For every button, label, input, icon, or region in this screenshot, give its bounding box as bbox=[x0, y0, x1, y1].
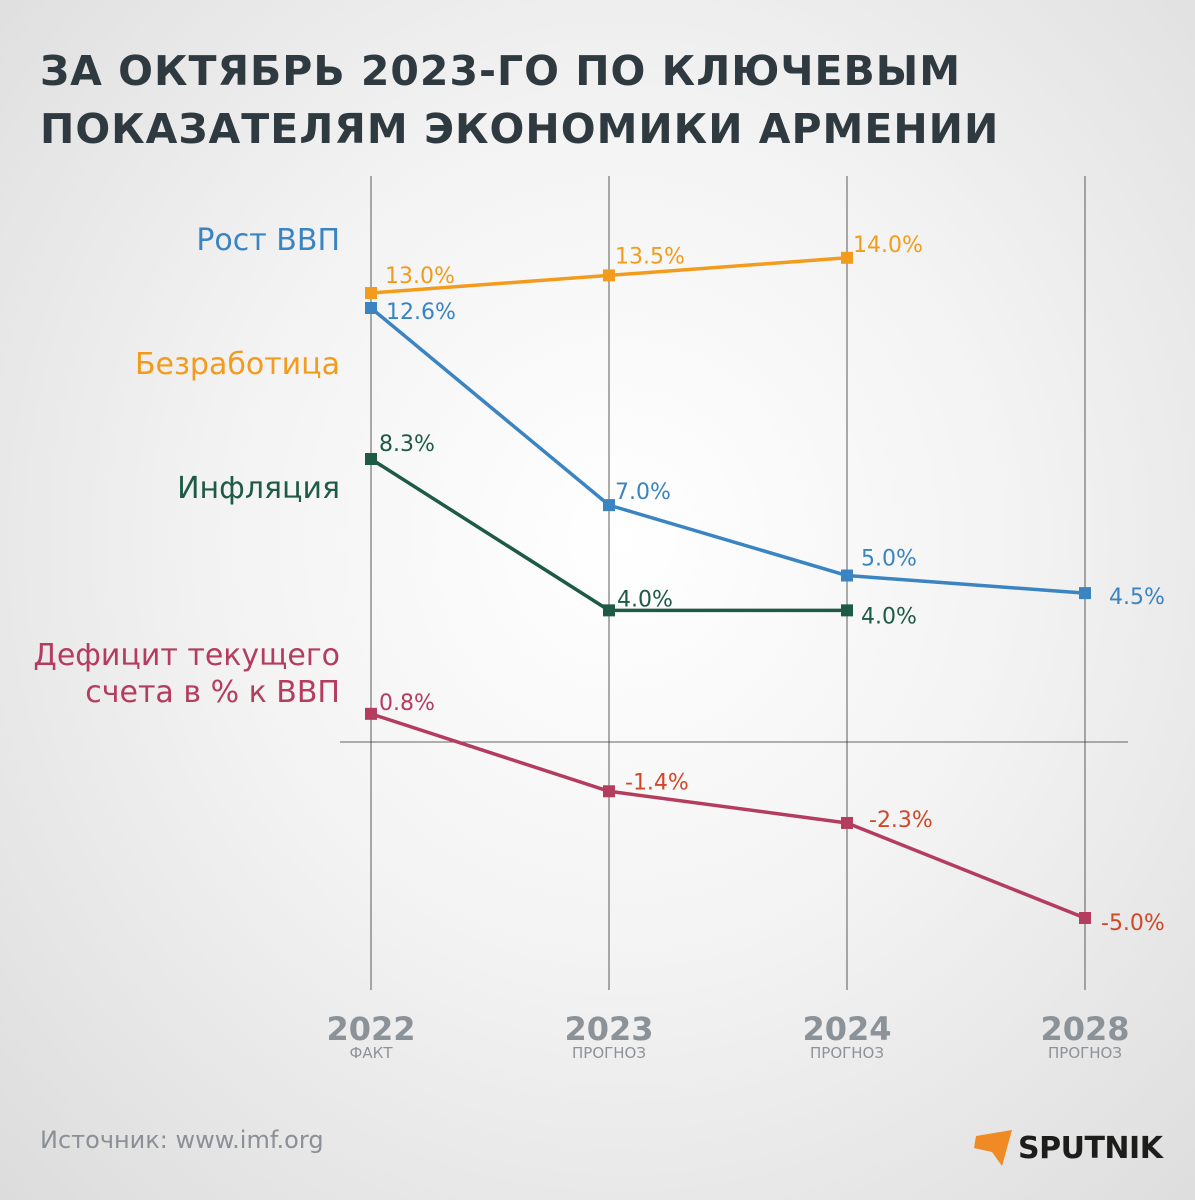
data-label-unemployment-2022: 13.0% bbox=[385, 264, 455, 289]
x-tick-note-2028: ПРОГНОЗ bbox=[1048, 1044, 1122, 1062]
data-point-unemployment-2024 bbox=[841, 251, 853, 264]
x-tick-label-2024: 2024 bbox=[802, 1010, 891, 1048]
legend-unemployment: Безработица bbox=[135, 346, 340, 383]
data-point-inflation-2024 bbox=[841, 604, 853, 617]
data-point-gdp-2023 bbox=[603, 499, 615, 512]
x-tick-label-2028: 2028 bbox=[1040, 1010, 1129, 1048]
data-point-gdp-2024 bbox=[841, 569, 853, 582]
x-tick-note-2024: ПРОГНОЗ bbox=[810, 1044, 884, 1062]
data-point-deficit-2028 bbox=[1079, 912, 1091, 924]
data-label-gdp-2023: 7.0% bbox=[615, 480, 671, 505]
legend-inflation-label: Инфляция bbox=[177, 471, 340, 506]
sputnik-logo: SPUTNIK bbox=[972, 1126, 1163, 1170]
legend-inflation: Инфляция bbox=[177, 470, 340, 507]
data-point-inflation-2022 bbox=[365, 453, 377, 465]
sputnik-logo-icon bbox=[974, 1130, 1012, 1166]
data-label-unemployment-2023: 13.5% bbox=[615, 244, 685, 269]
series-line-deficit bbox=[370, 712, 1086, 920]
series-line-gdp bbox=[369, 306, 1086, 595]
data-label-inflation-2023: 4.0% bbox=[617, 587, 673, 612]
legend-deficit-label-line2: счета в % к ВВП bbox=[85, 675, 340, 710]
data-label-deficit-2022: 0.8% bbox=[379, 691, 435, 716]
data-point-unemployment-2022 bbox=[365, 287, 377, 299]
source-note: Источник: www.imf.org bbox=[40, 1126, 324, 1154]
data-point-gdp-2022 bbox=[365, 302, 377, 314]
data-label-inflation-2024: 4.0% bbox=[861, 604, 917, 629]
x-tick-note-2023: ПРОГНОЗ bbox=[572, 1044, 646, 1062]
data-label-deficit-2028: -5.0% bbox=[1101, 911, 1165, 936]
legend-deficit-label-line1: Дефицит текущего bbox=[33, 638, 340, 673]
data-label-gdp-2024: 5.0% bbox=[861, 547, 917, 572]
x-tick-note-2022: ФАКТ bbox=[350, 1044, 394, 1062]
legend-gdp-label: Рост ВВП bbox=[196, 223, 340, 258]
data-point-deficit-2022 bbox=[365, 707, 377, 720]
chart-title: ЗА ОКТЯБРЬ 2023-ГО ПО КЛЮЧЕВЫМ ПОКАЗАТЕЛ… bbox=[40, 47, 1000, 153]
x-tick-label-2023: 2023 bbox=[564, 1010, 653, 1048]
data-point-unemployment-2023 bbox=[603, 269, 615, 282]
data-label-gdp-2028: 4.5% bbox=[1109, 585, 1165, 610]
legend-unemployment-label: Безработица bbox=[134, 347, 340, 382]
data-point-gdp-2028 bbox=[1079, 587, 1091, 600]
data-point-inflation-2023 bbox=[603, 604, 615, 617]
data-point-deficit-2024 bbox=[841, 816, 853, 829]
logo-text: SPUTNIK bbox=[1018, 1130, 1163, 1166]
data-point-deficit-2023 bbox=[603, 785, 615, 798]
data-label-deficit-2024: -2.3% bbox=[869, 808, 933, 833]
x-tick-label-2022: 2022 bbox=[326, 1010, 415, 1048]
data-label-gdp-2022: 12.6% bbox=[386, 300, 456, 325]
data-label-deficit-2023: -1.4% bbox=[625, 770, 689, 795]
data-label-inflation-2022: 8.3% bbox=[379, 432, 435, 457]
data-label-unemployment-2024: 14.0% bbox=[853, 233, 923, 258]
legend-deficit: Дефицит текущего счета в % к ВВП bbox=[33, 637, 340, 711]
legend-gdp: Рост ВВП bbox=[196, 222, 340, 259]
